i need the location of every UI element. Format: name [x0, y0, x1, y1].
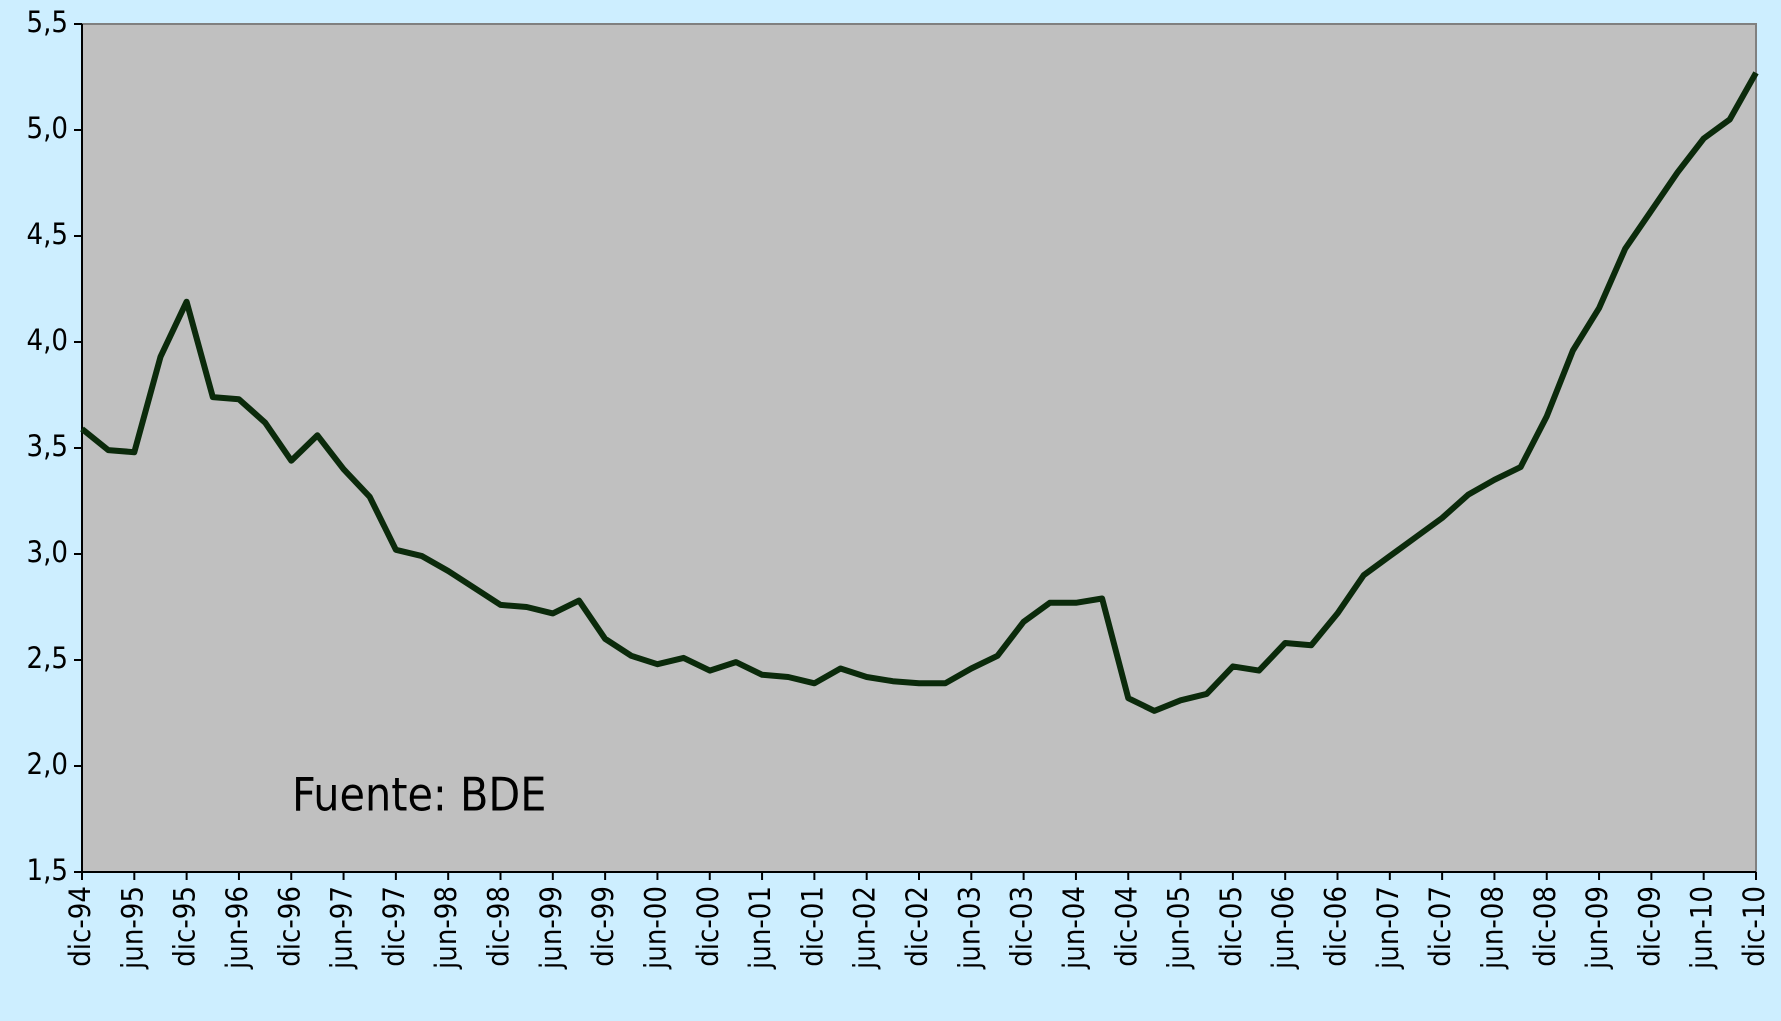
data-line: [80, 71, 1759, 714]
x-tick-label: jun-04: [1057, 886, 1091, 970]
x-tick-label: dic-01: [795, 886, 829, 967]
x-tick-label: jun-10: [1685, 886, 1719, 970]
x-tick-label: dic-98: [482, 886, 516, 967]
annotation: Fuente: BDE: [292, 768, 546, 822]
x-tick-label: jun-98: [429, 886, 463, 970]
x-tick-label: dic-05: [1214, 886, 1248, 967]
x-tick-label: dic-03: [1005, 886, 1039, 967]
y-tick-label: 5,5: [27, 5, 68, 39]
x-tick-label: jun-09: [1580, 886, 1614, 970]
y-tick-label: 2,5: [27, 641, 68, 675]
plot-area: [81, 23, 1757, 873]
x-tick-label: jun-97: [325, 886, 359, 970]
x-tick-label: jun-07: [1371, 886, 1405, 970]
x-tick-label: dic-96: [272, 886, 306, 967]
y-tick-label: 1,5: [27, 853, 68, 887]
y-tick-label: 5,0: [27, 111, 68, 145]
x-tick-label: dic-02: [900, 886, 934, 967]
x-tick-label: dic-06: [1319, 886, 1353, 967]
x-tick-label: jun-03: [952, 886, 986, 970]
x-tick-label: jun-99: [534, 886, 568, 970]
x-tick-label: jun-00: [638, 886, 672, 970]
x-tick-label: dic-04: [1109, 886, 1143, 967]
y-tick-label: 4,0: [27, 323, 68, 357]
y-tick-label: 4,5: [27, 217, 68, 251]
x-tick-label: dic-00: [691, 886, 725, 967]
y-tick-label: 3,0: [27, 535, 68, 569]
x-tick-label: dic-94: [63, 886, 97, 967]
x-tick-label: dic-07: [1423, 886, 1457, 967]
x-tick-label: jun-05: [1162, 886, 1196, 970]
x-tick-label: jun-01: [743, 886, 777, 970]
x-tick-label: dic-08: [1528, 886, 1562, 967]
y-tick-label: 3,5: [27, 429, 68, 463]
x-tick-label: dic-95: [168, 886, 202, 967]
y-tick-label: 2,0: [27, 747, 68, 781]
x-tick-label: jun-96: [220, 886, 254, 970]
x-tick-label: jun-95: [115, 886, 149, 970]
x-tick-label: jun-06: [1266, 886, 1300, 970]
x-tick-label: dic-97: [377, 886, 411, 967]
x-tick-label: dic-99: [586, 886, 620, 967]
x-tick-label: dic-10: [1737, 886, 1771, 967]
x-tick-label: jun-08: [1475, 886, 1509, 970]
x-tick-label: jun-02: [848, 886, 882, 970]
x-tick-label: dic-09: [1632, 886, 1666, 967]
